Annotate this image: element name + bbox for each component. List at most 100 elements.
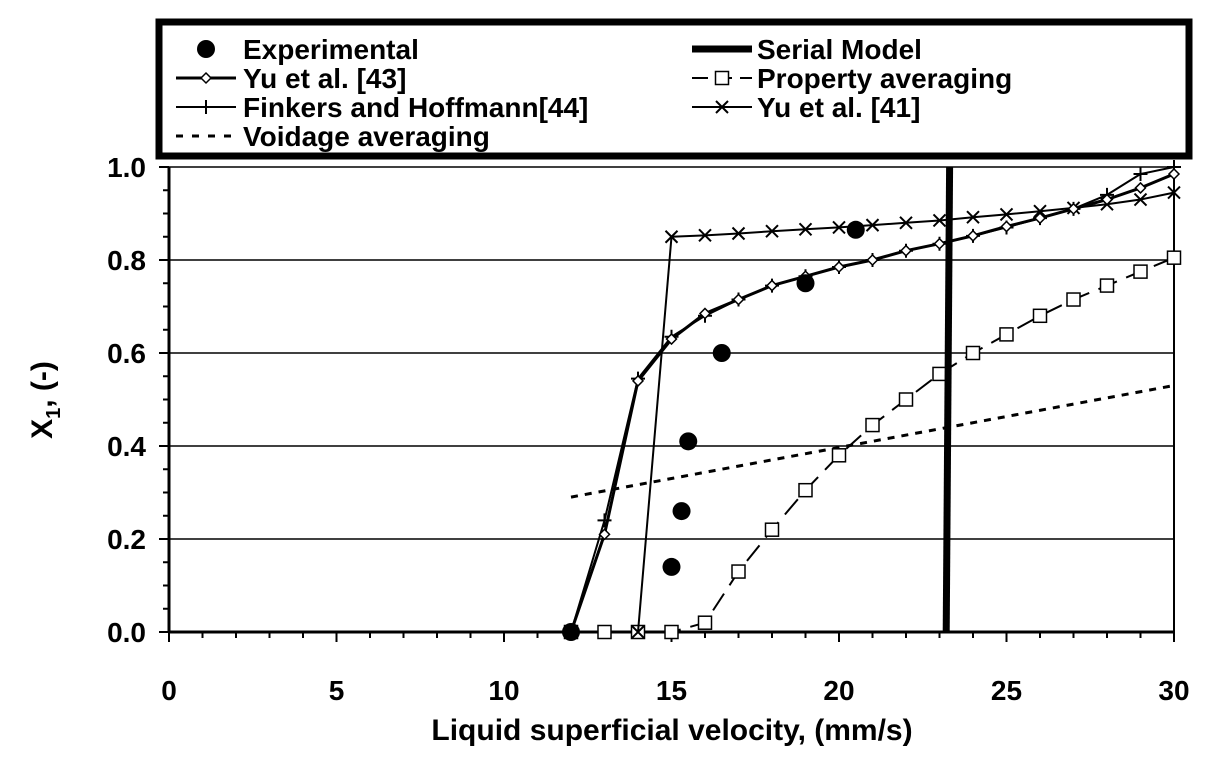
y-tick-label: 0.0 — [107, 617, 146, 648]
data-point-yu-et-al-41 — [966, 210, 980, 224]
legend-item-property-averaging: Property averaging — [692, 63, 1012, 94]
data-point-property-averaging — [1133, 264, 1148, 279]
series-finkers-and-hoffmann-44 — [564, 160, 1181, 639]
data-point-yu-et-al-41 — [631, 625, 645, 639]
data-point-property-averaging — [965, 345, 981, 361]
data-point-yu-et-al-41 — [932, 213, 947, 228]
data-point-yu-et-al-43 — [1067, 202, 1080, 215]
x-tick-label: 5 — [329, 675, 345, 706]
data-point-yu-et-al-41 — [765, 224, 779, 238]
data-point-yu-et-al-43 — [665, 332, 678, 346]
legend-marker-finkers-and-hoffmann-44 — [199, 100, 213, 114]
data-point-yu-et-al-43 — [765, 279, 779, 292]
series-property-averaging — [563, 250, 1182, 640]
series-voidage-averaging — [570, 384, 1175, 499]
y-axis-title-main: X — [26, 419, 59, 439]
legend-marker-yu-et-al-43 — [199, 71, 213, 85]
data-point-yu-et-al-41 — [899, 216, 913, 230]
data-point-yu-et-al-41 — [865, 218, 880, 232]
data-point-yu-et-al-41 — [664, 230, 679, 244]
data-point-yu-et-al-41 — [731, 226, 746, 241]
legend-label-yu-et-al-43: Yu et al. [43] — [243, 63, 406, 94]
x-tick-label: 30 — [1158, 675, 1189, 706]
x-tick-label: 20 — [823, 675, 854, 706]
data-point-finkers-and-hoffmann-44 — [597, 513, 612, 528]
y-tick-label: 1.0 — [107, 152, 146, 183]
data-point-experimental — [796, 274, 815, 293]
data-point-yu-et-al-41 — [798, 222, 813, 237]
svg-text:X1, (-): X1, (-) — [26, 361, 65, 439]
data-point-yu-et-al-41 — [1133, 192, 1148, 207]
x-tick-label: 10 — [488, 675, 519, 706]
legend: Experimental Serial Model Yu et al. [43] Pr… — [155, 18, 1193, 160]
series-serial-model — [942, 166, 954, 633]
x-tick-label: 15 — [656, 675, 687, 706]
data-point-property-averaging — [764, 522, 780, 537]
data-point-yu-et-al-43 — [899, 244, 913, 257]
legend-label-finkers-and-hoffmann-44: Finkers and Hoffmann[44] — [243, 92, 588, 123]
y-tick-label: 0.8 — [107, 245, 146, 276]
legend-marker-yu-et-al-41 — [715, 100, 729, 114]
legend-frame — [155, 18, 1193, 160]
legend-item-experimental: Experimental — [197, 34, 419, 65]
data-point-yu-et-al-41 — [999, 207, 1014, 222]
data-point-experimental — [846, 220, 865, 239]
data-point-property-averaging — [1166, 250, 1182, 265]
legend-item-yu-et-al-41: Yu et al. [41] — [692, 92, 920, 123]
data-point-property-averaging — [1099, 278, 1115, 293]
data-point-experimental — [712, 344, 731, 362]
data-point-yu-et-al-41 — [1167, 185, 1181, 200]
legend-item-finkers-and-hoffmann-44: Finkers and Hoffmann[44] — [176, 92, 588, 123]
data-point-yu-et-al-43 — [866, 253, 879, 267]
y-tick-label: 0.2 — [107, 524, 146, 555]
legend-label-property-averaging: Property averaging — [757, 63, 1012, 94]
data-point-property-averaging — [1032, 308, 1048, 324]
grid-lines — [169, 166, 1174, 540]
data-point-yu-et-al-41 — [832, 220, 846, 235]
legend-item-yu-et-al-43: Yu et al. [43] — [176, 63, 406, 94]
data-point-yu-et-al-43 — [1000, 220, 1013, 233]
data-point-property-averaging — [731, 564, 746, 579]
legend-label-voidage-averaging: Voidage averaging — [243, 121, 490, 152]
y-tick-label: 0.4 — [107, 431, 146, 462]
data-point-yu-et-al-43 — [933, 237, 946, 250]
series-line-yu-et-al-41 — [637, 191, 1175, 633]
legend-items: Experimental Serial Model Yu et al. [43] Pr… — [176, 34, 1012, 152]
data-point-yu-et-al-43 — [1167, 167, 1181, 181]
data-point-property-averaging — [697, 615, 713, 630]
data-point-property-averaging — [865, 417, 880, 433]
series-line-property-averaging — [571, 256, 1175, 633]
x-tick-label: 0 — [161, 675, 177, 706]
legend-item-voidage-averaging: Voidage averaging — [176, 121, 490, 152]
x-axis-title: Liquid superficial velocity, (mm/s) — [431, 714, 912, 747]
series-line-finkers-and-hoffmann-44 — [570, 166, 1175, 633]
series-layer — [562, 160, 1182, 641]
data-point-experimental — [662, 557, 681, 576]
data-point-finkers-and-hoffmann-44 — [1133, 166, 1148, 181]
data-point-yu-et-al-43 — [832, 260, 846, 274]
data-point-yu-et-al-43 — [1033, 212, 1047, 225]
y-axis-title: X1, (-) — [26, 361, 65, 439]
data-point-property-averaging — [1066, 292, 1081, 307]
data-point-property-averaging — [798, 482, 813, 498]
data-point-property-averaging — [831, 448, 847, 463]
data-point-yu-et-al-43 — [598, 528, 611, 541]
x-tick-label: 25 — [991, 675, 1022, 706]
legend-marker-experimental — [197, 40, 215, 58]
data-point-yu-et-al-43 — [966, 229, 980, 242]
y-axis-title-subscript: 1 — [43, 408, 65, 419]
data-point-yu-et-al-43 — [732, 293, 745, 306]
data-point-property-averaging — [898, 392, 914, 407]
legend-label-experimental: Experimental — [243, 34, 419, 65]
data-point-property-averaging — [597, 624, 612, 640]
tick-labels: 0 5 10 15 20 25 30 0.0 0.2 0.4 0.6 0.8 1.0 — [107, 152, 1190, 706]
y-tick-label: 0.6 — [107, 338, 146, 369]
data-point-property-averaging — [664, 624, 679, 640]
legend-label-serial-model: Serial Model — [757, 34, 922, 65]
data-point-yu-et-al-43 — [698, 307, 712, 320]
data-point-yu-et-al-43 — [631, 374, 645, 387]
y-axis-title-rest: , (-) — [26, 361, 59, 408]
data-point-property-averaging — [999, 327, 1014, 342]
data-point-yu-et-al-43 — [1134, 181, 1147, 194]
